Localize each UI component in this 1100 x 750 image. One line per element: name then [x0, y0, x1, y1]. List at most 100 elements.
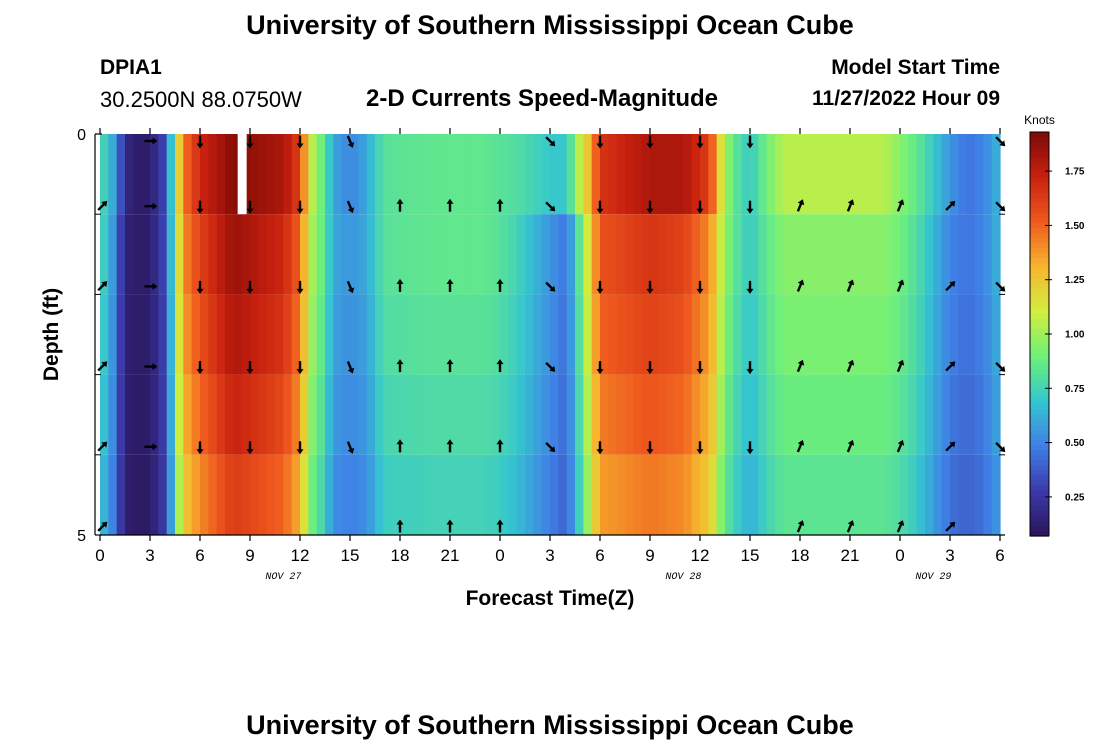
heatmap-cell [825, 294, 834, 375]
heatmap-cell [916, 134, 926, 215]
heatmap-cell [458, 374, 468, 455]
heatmap-cell [875, 294, 884, 375]
y-tick-label: 5 [77, 528, 86, 545]
heatmap-cell [425, 134, 434, 215]
current-arrow [396, 439, 404, 453]
x-tick-label: 3 [545, 546, 554, 565]
heatmap-cell [141, 214, 151, 295]
heatmap-cell [541, 294, 551, 375]
heatmap-cell [433, 214, 443, 295]
heatmap-cell [216, 294, 226, 375]
current-arrow [396, 359, 404, 373]
heatmap-cell [108, 214, 118, 295]
current-arrow [296, 441, 304, 455]
current-arrow [144, 282, 158, 290]
heatmap-cell [825, 214, 834, 295]
heatmap-cell [975, 454, 984, 535]
colorbar-swatch [1030, 132, 1049, 138]
heatmap-cell [216, 374, 226, 455]
colorbar-tick-label: 1.25 [1065, 275, 1085, 286]
heatmap-cell [916, 294, 926, 375]
heatmap-cell [533, 214, 543, 295]
heatmap-cell [158, 454, 168, 535]
heatmap-cell [975, 134, 984, 215]
heatmap-cell [300, 454, 309, 535]
heatmap-cell [466, 134, 476, 215]
current-arrow [196, 361, 204, 375]
heatmap-cell [725, 134, 734, 215]
heatmap-cell [616, 374, 626, 455]
heatmap-cell [158, 294, 168, 375]
heatmap-cell [266, 214, 276, 295]
heatmap-cell [108, 294, 118, 375]
heatmap-cell [533, 294, 543, 375]
colorbar-swatch [1030, 455, 1049, 461]
heatmap-cell [433, 294, 443, 375]
heatmap-cell [758, 374, 768, 455]
colorbar-swatch [1030, 440, 1049, 446]
heatmap-cell [208, 294, 218, 375]
heatmap-cell [441, 454, 451, 535]
current-arrow [246, 280, 254, 294]
colorbar-swatch [1030, 480, 1049, 487]
heatmap-cell [616, 454, 626, 535]
heatmap-cell [925, 294, 934, 375]
colorbar-swatch [1030, 268, 1049, 274]
heatmap-cell [308, 214, 318, 295]
heatmap-cell [608, 214, 618, 295]
model-start-time: 11/27/2022 Hour 09 [812, 87, 1000, 110]
heatmap-cell [975, 214, 984, 295]
heatmap-cell [225, 214, 234, 295]
heatmap-cell [933, 214, 943, 295]
heatmap-cells [100, 134, 1001, 535]
heatmap-cell [958, 294, 968, 375]
current-arrow [246, 361, 254, 375]
heatmap-cell [341, 454, 351, 535]
colorbar-swatch [1030, 349, 1049, 355]
heatmap-cell [491, 454, 501, 535]
heatmap-cell [566, 134, 576, 215]
heatmap-cell [908, 454, 918, 535]
heatmap-cell [608, 134, 618, 215]
colorbar-swatch [1030, 530, 1049, 537]
heatmap-cell [691, 294, 701, 375]
heatmap-cell [966, 374, 976, 455]
colorbar-swatch [1030, 157, 1049, 163]
heatmap-cell [300, 294, 309, 375]
current-arrow [97, 521, 108, 532]
x-tick-label: 15 [341, 546, 360, 565]
current-arrow [945, 361, 956, 372]
heatmap-cell [366, 134, 376, 215]
colorbar-swatch [1030, 182, 1049, 189]
heatmap-cell [950, 294, 959, 375]
heatmap-cell [800, 294, 809, 375]
heatmap-cell [333, 214, 343, 295]
heatmap-cell [700, 134, 709, 215]
heatmap-cell [658, 214, 668, 295]
heatmap-cell [650, 214, 659, 295]
heatmap-cell [258, 134, 268, 215]
heatmap-cell [166, 214, 176, 295]
heatmap-cell [600, 214, 609, 295]
heatmap-cell [116, 134, 126, 215]
heatmap-cell [600, 454, 609, 535]
heatmap-cell [508, 134, 518, 215]
colorbar-tick-label: 0.75 [1065, 384, 1085, 395]
heatmap-cell [925, 134, 934, 215]
heatmap-cell [858, 374, 868, 455]
heatmap-cell [916, 214, 926, 295]
heatmap-cell [308, 374, 318, 455]
heatmap-cell [708, 214, 718, 295]
heatmap-cell [433, 134, 443, 215]
heatmap-cell [450, 454, 459, 535]
colorbar-swatch [1030, 379, 1049, 386]
heatmap-cell [333, 134, 343, 215]
heatmap-cell [941, 454, 951, 535]
heatmap-cell [541, 214, 551, 295]
heatmap-cell [350, 454, 359, 535]
colorbar-swatch [1030, 233, 1049, 239]
heatmap-cell [383, 374, 393, 455]
heatmap-cell [508, 454, 518, 535]
heatmap-cell [166, 454, 176, 535]
heatmap-cell [141, 294, 151, 375]
